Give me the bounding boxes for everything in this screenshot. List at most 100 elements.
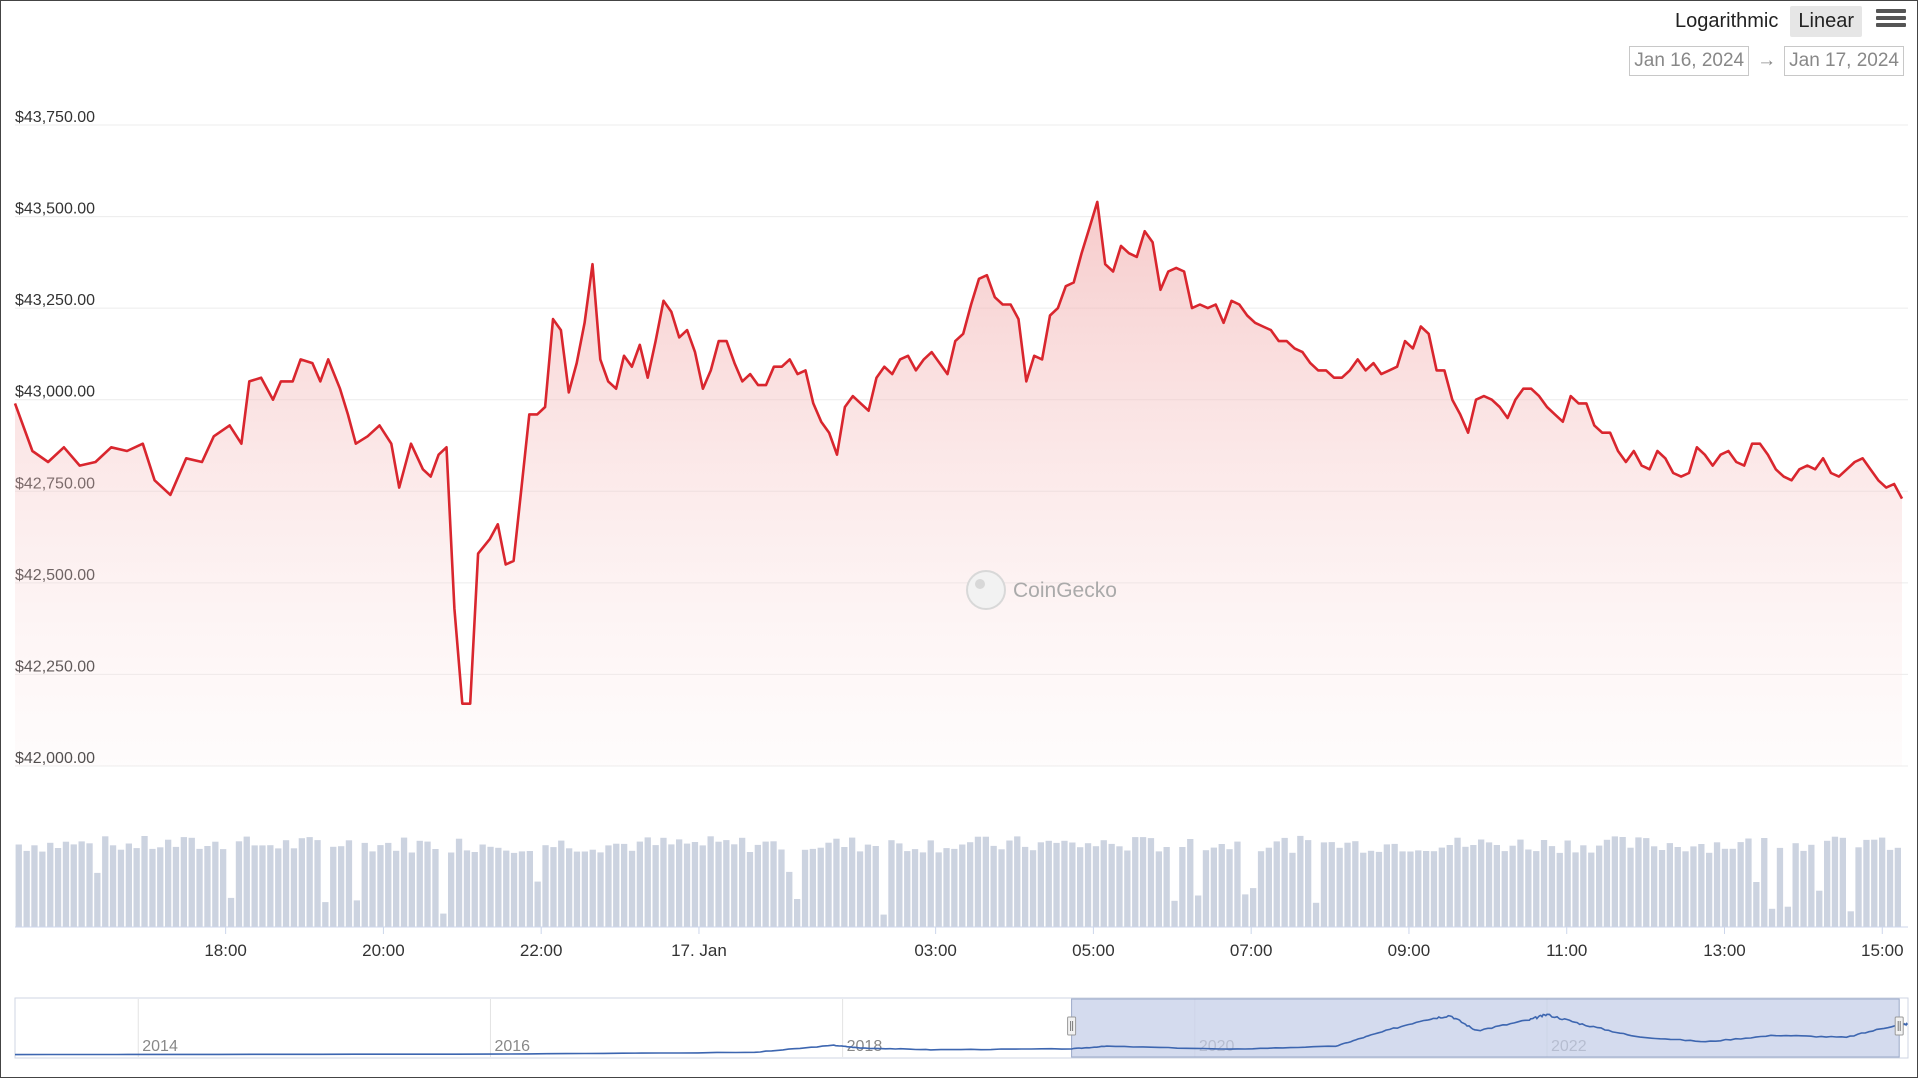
volume-bar bbox=[298, 838, 305, 927]
volume-bar bbox=[1478, 839, 1485, 927]
volume-bar bbox=[1407, 851, 1414, 927]
volume-bar bbox=[1210, 847, 1217, 927]
volume-bar bbox=[636, 841, 643, 927]
volume-bar bbox=[432, 849, 439, 927]
navigator-year-label: 2016 bbox=[494, 1038, 530, 1055]
logarithmic-button[interactable]: Logarithmic bbox=[1675, 10, 1779, 32]
volume-bar bbox=[1312, 902, 1320, 927]
volume-bar bbox=[880, 914, 887, 927]
volume-bar bbox=[1037, 842, 1044, 927]
volume-bar bbox=[1045, 840, 1052, 927]
volume-bar bbox=[1792, 843, 1799, 927]
volume-bar bbox=[400, 837, 408, 927]
volume-bar bbox=[338, 846, 345, 927]
volume-bar bbox=[1250, 888, 1257, 927]
volume-bar bbox=[1077, 847, 1084, 927]
volume-bar bbox=[1886, 849, 1894, 927]
volume-bar bbox=[510, 852, 518, 927]
volume-bar bbox=[1281, 837, 1288, 927]
volume-bar bbox=[589, 849, 596, 927]
volume-bar bbox=[1195, 895, 1202, 927]
x-tick-label: 09:00 bbox=[1388, 941, 1431, 960]
volume-bar bbox=[1698, 844, 1705, 927]
x-axis-labels: 18:00 20:00 22:00 17. Jan 03:00 05:00 07:00 09:… bbox=[204, 927, 1904, 960]
navigator-right-handle[interactable] bbox=[1894, 1016, 1904, 1036]
price-area-fill bbox=[15, 201, 1902, 766]
volume-bar bbox=[377, 845, 384, 927]
volume-bar bbox=[212, 841, 219, 927]
volume-bar bbox=[1690, 846, 1697, 927]
x-tick-label: 17. Jan bbox=[671, 941, 727, 960]
scale-toggle: Logarithmic Linear bbox=[1667, 6, 1862, 37]
volume-bar bbox=[54, 848, 62, 927]
volume-bar bbox=[935, 852, 942, 927]
navigator-left-handle[interactable] bbox=[1067, 1016, 1077, 1036]
volume-bar bbox=[613, 843, 620, 927]
volume-bar bbox=[1438, 847, 1445, 927]
volume-bar bbox=[1202, 850, 1210, 927]
volume-bar bbox=[102, 836, 109, 927]
date-from-input[interactable]: Jan 16, 2024 bbox=[1629, 46, 1750, 76]
volume-bar bbox=[1084, 843, 1092, 927]
volume-bar bbox=[1706, 852, 1713, 927]
volume-bar bbox=[1069, 842, 1076, 927]
x-tick-label: 05:00 bbox=[1072, 941, 1115, 960]
volume-bar bbox=[1737, 842, 1744, 927]
volume-bar bbox=[1863, 839, 1870, 927]
volume-bar bbox=[1273, 841, 1280, 927]
volume-bar bbox=[770, 841, 777, 927]
volume-bar bbox=[833, 838, 840, 927]
linear-button[interactable]: Linear bbox=[1790, 6, 1862, 37]
handle-grip[interactable] bbox=[1067, 1016, 1077, 1036]
x-tick-label: 15:00 bbox=[1861, 941, 1904, 960]
date-to-input[interactable]: Jan 17, 2024 bbox=[1784, 46, 1904, 76]
volume-bar bbox=[1485, 842, 1493, 927]
volume-bar bbox=[1352, 841, 1359, 927]
range-navigator[interactable]: 20142016201820202022 bbox=[14, 997, 1909, 1059]
navigator-year-label: 2018 bbox=[847, 1038, 883, 1055]
volume-bar bbox=[243, 836, 250, 927]
volume-bar bbox=[47, 842, 54, 927]
volume-bar bbox=[1179, 847, 1186, 927]
volume-bar bbox=[1108, 843, 1115, 927]
volume-bar bbox=[1423, 851, 1430, 927]
handle-grip[interactable] bbox=[1894, 1016, 1904, 1036]
volume-bar bbox=[290, 848, 298, 927]
volume-bar bbox=[628, 850, 636, 927]
volume-bar bbox=[1855, 847, 1862, 927]
volume-bar bbox=[133, 848, 140, 927]
price-line[interactable] bbox=[13, 200, 1904, 705]
volume-bar bbox=[1100, 840, 1107, 927]
volume-bar bbox=[251, 845, 258, 927]
volume-bar bbox=[1871, 839, 1878, 927]
volume-bar bbox=[1061, 840, 1068, 927]
volume-bar bbox=[1430, 851, 1438, 927]
volume-bar bbox=[455, 838, 463, 927]
x-tick-label: 20:00 bbox=[362, 941, 405, 960]
volume-bar bbox=[70, 844, 77, 927]
volume-bar bbox=[361, 842, 368, 927]
volume-bar bbox=[1879, 837, 1886, 927]
hamburger-menu-icon[interactable] bbox=[1876, 6, 1906, 32]
volume-bar bbox=[1588, 852, 1595, 927]
volume-bar bbox=[1226, 849, 1233, 927]
volume-bar bbox=[825, 842, 832, 927]
volume-bar bbox=[1548, 846, 1556, 927]
volume-bar bbox=[652, 845, 659, 927]
date-arrow: → bbox=[1757, 50, 1777, 71]
volume-bar bbox=[94, 872, 101, 927]
y-tick-label: $43,250.00 bbox=[15, 292, 95, 309]
volume-bar bbox=[542, 845, 549, 927]
volume-bar bbox=[707, 836, 714, 927]
volume-bar bbox=[109, 845, 117, 927]
volume-bar bbox=[196, 848, 203, 927]
volume-bar bbox=[841, 847, 848, 927]
navigator-selected-window[interactable] bbox=[1071, 998, 1900, 1058]
volume-bar bbox=[1242, 894, 1249, 927]
volume-bar bbox=[1627, 847, 1634, 927]
volume-bar bbox=[1525, 849, 1532, 927]
volume-bar bbox=[927, 840, 934, 927]
volume-bar bbox=[1533, 851, 1540, 927]
volume-bar bbox=[1328, 842, 1335, 927]
